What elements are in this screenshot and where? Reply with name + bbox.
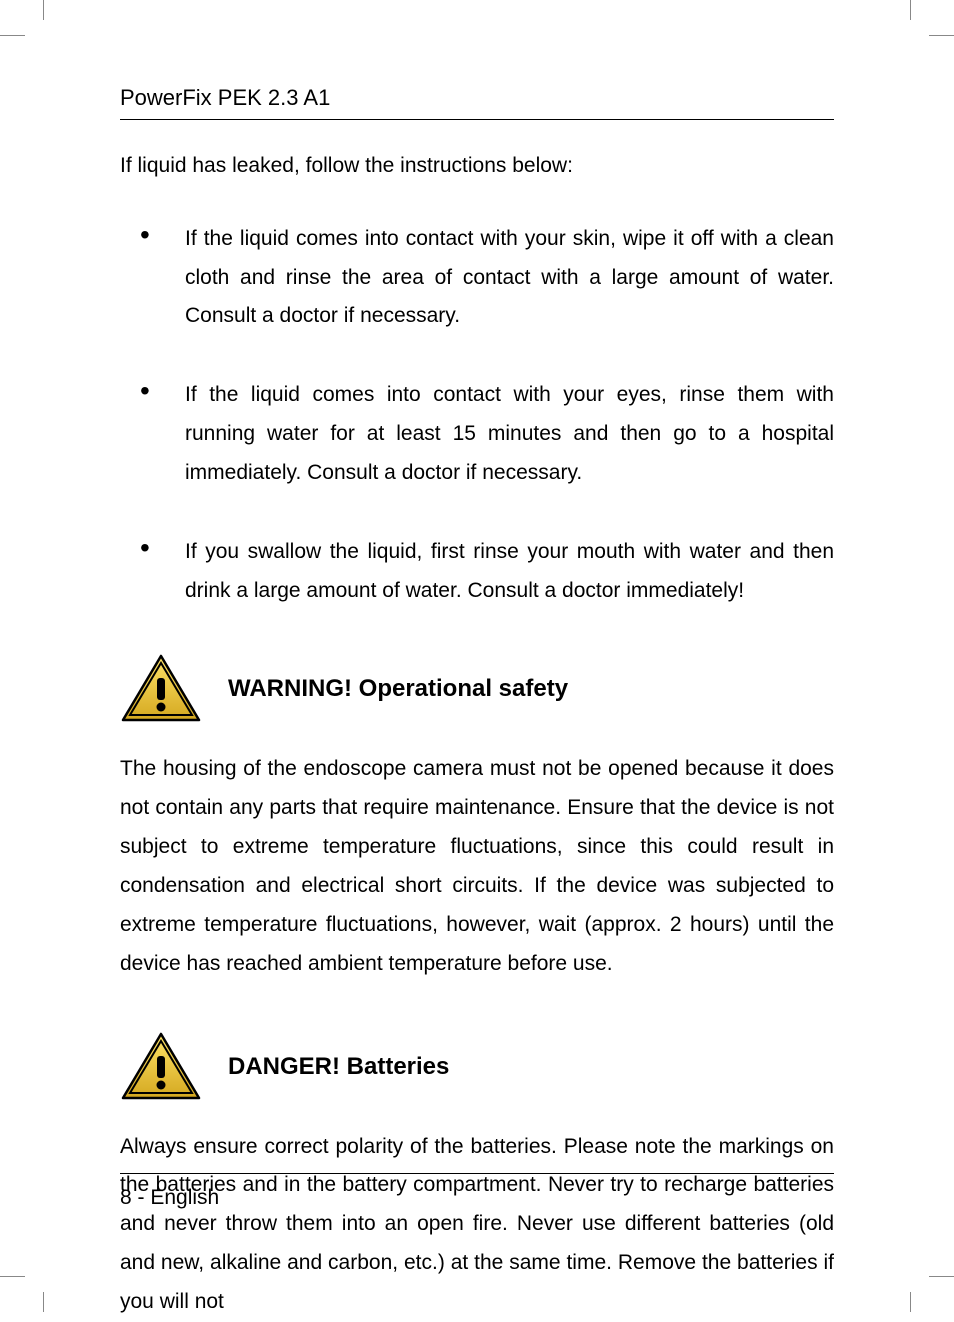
instruction-list: • If the liquid comes into contact with … bbox=[120, 220, 834, 611]
bullet-icon: • bbox=[120, 220, 185, 337]
danger-title: DANGER! Batteries bbox=[228, 1053, 449, 1081]
crop-mark bbox=[910, 0, 911, 20]
bullet-icon: • bbox=[120, 533, 185, 611]
crop-mark bbox=[0, 35, 25, 36]
bullet-icon: • bbox=[120, 376, 185, 493]
crop-mark bbox=[0, 1276, 25, 1277]
list-item-text: If you swallow the liquid, first rinse y… bbox=[185, 533, 834, 611]
crop-mark bbox=[929, 35, 954, 36]
intro-paragraph: If liquid has leaked, follow the instruc… bbox=[120, 148, 834, 184]
danger-heading: DANGER! Batteries bbox=[120, 1032, 834, 1102]
danger-body: Always ensure correct polarity of the ba… bbox=[120, 1128, 834, 1322]
crop-mark bbox=[43, 1292, 44, 1312]
crop-mark bbox=[929, 1276, 954, 1277]
crop-mark bbox=[43, 0, 44, 20]
list-item: • If the liquid comes into contact with … bbox=[120, 376, 834, 493]
warning-triangle-icon bbox=[120, 1032, 202, 1102]
list-item-text: If the liquid comes into contact with yo… bbox=[185, 220, 834, 337]
list-item: • If the liquid comes into contact with … bbox=[120, 220, 834, 337]
warning-title: WARNING! Operational safety bbox=[228, 675, 568, 703]
footer-divider bbox=[120, 1173, 834, 1174]
page-number: 8 - English bbox=[120, 1186, 219, 1210]
list-item-text: If the liquid comes into contact with yo… bbox=[185, 376, 834, 493]
warning-triangle-icon bbox=[120, 654, 202, 724]
page-content: PowerFix PEK 2.3 A1 If liquid has leaked… bbox=[120, 85, 834, 1222]
warning-body: The housing of the endoscope camera must… bbox=[120, 750, 834, 983]
crop-mark bbox=[910, 1292, 911, 1312]
list-item: • If you swallow the liquid, first rinse… bbox=[120, 533, 834, 611]
page-title: PowerFix PEK 2.3 A1 bbox=[120, 85, 834, 120]
warning-heading: WARNING! Operational safety bbox=[120, 654, 834, 724]
